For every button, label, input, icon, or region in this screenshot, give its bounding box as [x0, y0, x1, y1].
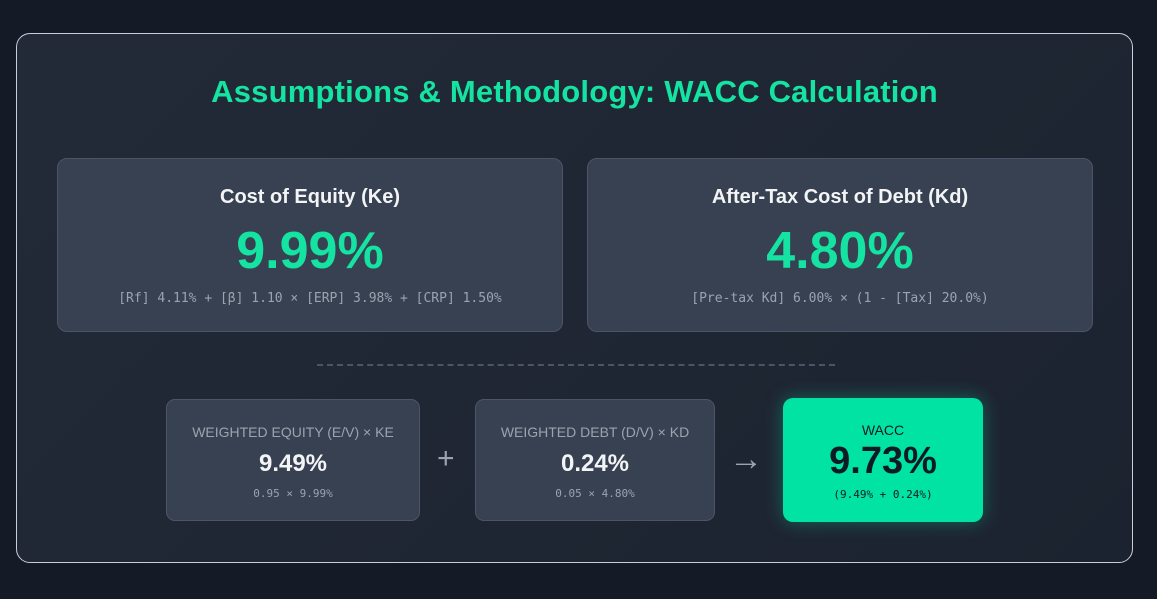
- weighted-equity-box: Weighted Equity (E/V) × Ke 9.49% 0.95 × …: [166, 399, 420, 521]
- cost-of-debt-card: After-Tax Cost of Debt (Kd) 4.80% [Pre-t…: [587, 158, 1093, 332]
- weighted-debt-value: 0.24%: [560, 450, 630, 477]
- arrow-right-icon: →: [729, 440, 763, 478]
- cost-of-debt-label: After-Tax Cost of Debt (Kd): [711, 186, 969, 208]
- plus-icon: +: [437, 442, 455, 475]
- wacc-panel: Assumptions & Methodology: WACC Calculat…: [16, 33, 1133, 563]
- weighted-equity-label: Weighted Equity (E/V) × Ke: [192, 424, 394, 440]
- weighted-debt-box: Weighted Debt (D/V) × Kd 0.24% 0.05 × 4.…: [475, 399, 715, 521]
- page-title: Assumptions & Methodology: WACC Calculat…: [211, 74, 938, 109]
- wacc-result-box: WACC 9.73% (9.49% + 0.24%): [783, 398, 983, 522]
- cost-of-debt-formula: [Pre-tax Kd] 6.00% × (1 - [Tax] 20.0%): [691, 291, 989, 306]
- weighted-debt-formula: 0.05 × 4.80%: [555, 487, 635, 500]
- cost-of-equity-formula: [Rf] 4.11% + [β] 1.10 × [ERP] 3.98% + [C…: [118, 291, 502, 306]
- cost-of-equity-label: Cost of Equity (Ke): [220, 186, 400, 208]
- section-divider: [317, 364, 835, 366]
- weighted-debt-label: Weighted Debt (D/V) × Kd: [500, 424, 690, 440]
- weighted-equity-formula: 0.95 × 9.99%: [253, 487, 333, 500]
- wacc-value: 9.73%: [829, 440, 937, 482]
- wacc-formula: (9.49% + 0.24%): [833, 488, 933, 501]
- weighted-equity-value: 9.49%: [258, 450, 328, 477]
- cost-of-debt-value: 4.80%: [766, 222, 914, 280]
- cost-of-equity-card: Cost of Equity (Ke) 9.99% [Rf] 4.11% + […: [57, 158, 563, 332]
- wacc-label: WACC: [861, 422, 905, 438]
- cost-of-equity-value: 9.99%: [236, 222, 384, 280]
